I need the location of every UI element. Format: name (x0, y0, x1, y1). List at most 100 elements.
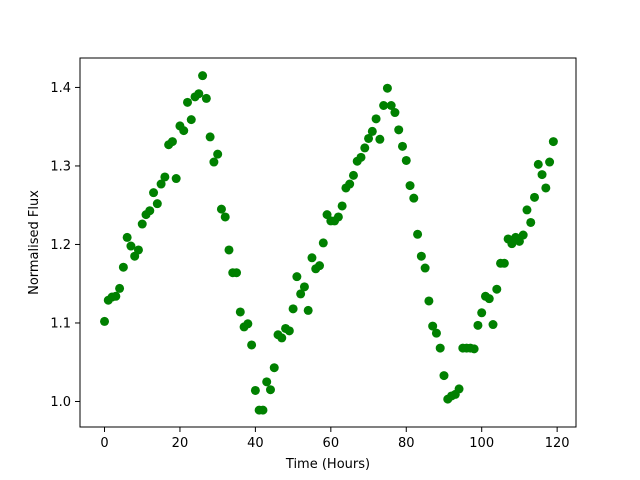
data-point (413, 229, 423, 239)
data-point (522, 205, 532, 215)
data-point (537, 170, 547, 180)
data-point (243, 319, 253, 329)
data-point (209, 157, 219, 167)
data-point (545, 157, 555, 167)
x-tick-label: 20 (172, 436, 189, 451)
data-point (247, 340, 257, 350)
data-point (530, 192, 540, 202)
y-tick-label: 1.2 (50, 238, 71, 253)
data-point (152, 199, 162, 209)
data-point (488, 320, 498, 330)
plot-frame (79, 57, 577, 428)
data-point (364, 133, 374, 143)
data-point (220, 212, 230, 222)
data-point (303, 305, 313, 315)
data-point (126, 241, 136, 251)
data-point (216, 204, 226, 214)
data-point (367, 126, 377, 136)
data-point (424, 296, 434, 306)
data-point (198, 71, 208, 81)
data-point (484, 294, 494, 304)
data-point (394, 125, 404, 135)
data-point (409, 193, 419, 203)
y-tick-label: 1.4 (50, 81, 71, 96)
data-point (318, 238, 328, 248)
data-point (405, 181, 415, 191)
data-point (265, 385, 275, 395)
data-point (492, 284, 502, 294)
data-point (533, 159, 543, 169)
data-point (160, 172, 170, 182)
data-point (428, 321, 438, 331)
data-point (145, 206, 155, 216)
data-point (122, 232, 132, 242)
data-point (137, 219, 147, 229)
data-point (315, 261, 325, 271)
data-point (356, 152, 366, 162)
data-point (213, 149, 223, 159)
data-point (100, 316, 110, 326)
data-point (386, 101, 396, 110)
x-tick-label: 100 (469, 436, 494, 451)
data-point (526, 217, 536, 227)
data-point (371, 114, 381, 124)
data-point (262, 377, 272, 387)
data-point (149, 188, 159, 198)
data-point (345, 179, 355, 189)
data-point (499, 258, 509, 268)
x-tick-label: 60 (323, 436, 340, 451)
data-point (292, 272, 302, 282)
data-point (348, 170, 358, 180)
data-point (118, 262, 128, 272)
data-point (299, 282, 309, 292)
data-point (133, 245, 143, 255)
data-point (397, 141, 407, 151)
x-axis-ticks: 0 20 40 60 80 100 120 (100, 427, 570, 451)
data-point (186, 115, 196, 125)
data-point (194, 89, 204, 99)
data-point (473, 320, 483, 330)
data-point (201, 93, 211, 103)
data-point (379, 101, 389, 110)
data-point (548, 137, 558, 147)
x-tick-label: 80 (398, 436, 415, 451)
data-point (111, 291, 121, 301)
data-point (360, 143, 370, 153)
data-point (296, 289, 306, 299)
data-point (439, 371, 449, 381)
data-point (435, 343, 445, 353)
data-point (541, 183, 551, 193)
x-tick-label: 40 (247, 436, 264, 451)
data-point (284, 326, 294, 336)
data-point (420, 263, 430, 273)
data-point (382, 83, 392, 93)
data-point (469, 344, 479, 354)
data-point (205, 132, 215, 142)
data-point (375, 134, 385, 144)
data-point (167, 137, 177, 147)
x-tick-label: 120 (545, 436, 570, 451)
data-point (156, 179, 166, 189)
data-point (518, 230, 528, 240)
data-point (431, 328, 441, 338)
x-axis-label: Time (Hours) (285, 457, 370, 472)
data-point (416, 251, 426, 261)
y-axis-ticks: 1.0 1.1 1.2 1.3 1.4 (50, 81, 80, 410)
data-point (179, 126, 189, 136)
y-tick-label: 1.1 (50, 316, 71, 331)
data-point (390, 108, 400, 118)
data-point (307, 253, 317, 263)
data-point (235, 307, 245, 317)
data-points (100, 71, 558, 415)
data-point (333, 212, 343, 222)
data-point (401, 155, 411, 165)
data-point (115, 283, 125, 293)
data-point (224, 245, 234, 255)
y-tick-label: 1.3 (50, 159, 71, 174)
data-point (277, 333, 287, 343)
data-point (288, 304, 298, 314)
data-point (454, 384, 464, 394)
data-point (477, 308, 487, 318)
y-tick-label: 1.0 (50, 395, 71, 410)
